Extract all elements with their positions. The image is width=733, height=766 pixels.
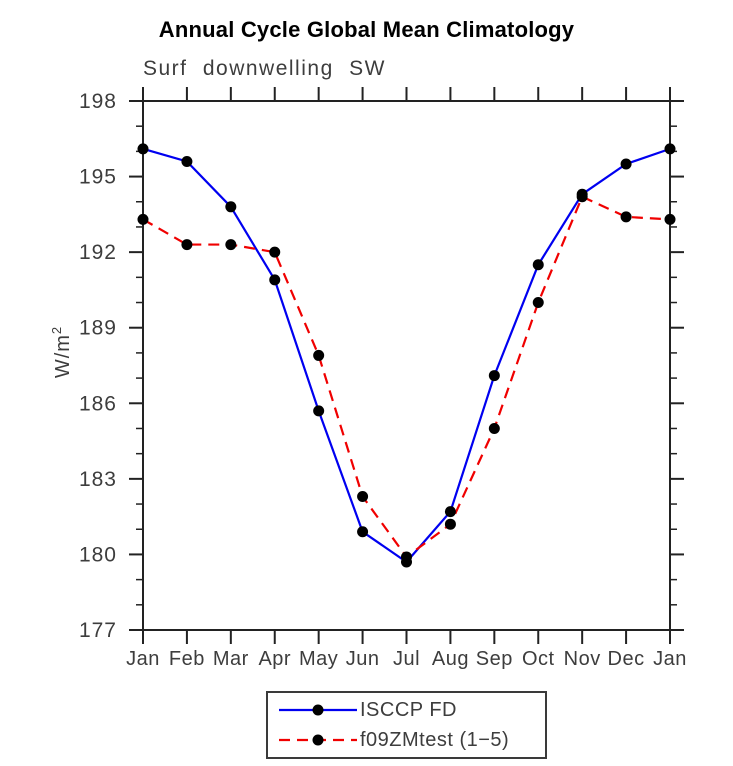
- axis-frame: [142, 100, 671, 631]
- x-tick-label: Apr: [258, 648, 291, 670]
- y-tick-label: 177: [79, 619, 117, 642]
- legend-label-f09zmtest: f09ZMtest (1−5): [360, 728, 510, 751]
- legend-row-isccp: ISCCP FD: [277, 697, 545, 723]
- data-point-isccp-fd: [488, 370, 500, 382]
- x-tick-label: Jan: [126, 648, 160, 670]
- series-line-isccp-fd: [142, 147, 671, 564]
- data-point-isccp-fd: [181, 155, 193, 167]
- y-tick-label: 183: [79, 468, 117, 491]
- x-tick-label: Jun: [346, 648, 380, 670]
- data-point-f09zmtest: [357, 490, 369, 502]
- data-point-f09zmtest: [444, 518, 456, 530]
- x-tick-label: Nov: [564, 648, 601, 670]
- data-point-isccp-fd: [313, 405, 325, 417]
- x-tick-label: Aug: [432, 648, 469, 670]
- chart-title: Annual Cycle Global Mean Climatology: [158, 17, 575, 42]
- data-point-f09zmtest: [137, 213, 149, 225]
- y-tick-label: 192: [79, 241, 117, 264]
- legend-marker-dot: [312, 704, 324, 716]
- data-point-f09zmtest: [664, 213, 676, 225]
- x-tick-label: Jan: [653, 648, 687, 670]
- x-tick-label: Oct: [522, 648, 555, 670]
- y-tick-label: 195: [79, 166, 117, 189]
- data-point-isccp-fd: [532, 259, 544, 271]
- y-tick-label: 186: [79, 392, 117, 415]
- legend-line-dashed-sample: [279, 734, 357, 746]
- data-point-f09zmtest: [269, 246, 281, 258]
- data-point-f09zmtest: [488, 422, 500, 434]
- data-point-f09zmtest: [532, 297, 544, 309]
- data-point-isccp-fd: [225, 201, 237, 213]
- legend: ISCCP FD f09ZMtest (1−5): [266, 691, 547, 759]
- data-point-f09zmtest: [181, 239, 193, 251]
- data-point-isccp-fd: [269, 274, 281, 286]
- data-point-isccp-fd: [444, 506, 456, 518]
- x-tick-label: Mar: [213, 648, 249, 670]
- y-tick-label: 189: [79, 317, 117, 340]
- x-tick-label: Jul: [393, 648, 420, 670]
- x-tick-label: Sep: [476, 648, 513, 670]
- chart-subtitle: Surf downwelling SW: [143, 57, 386, 80]
- y-tick-label: 180: [79, 543, 117, 566]
- legend-label-isccp: ISCCP FD: [360, 698, 457, 721]
- data-point-f09zmtest: [620, 211, 632, 223]
- y-tick-label: 198: [79, 90, 117, 113]
- data-point-f09zmtest: [401, 551, 412, 563]
- data-point-f09zmtest: [225, 239, 237, 251]
- data-point-isccp-fd: [357, 526, 369, 538]
- legend-row-f09zmtest: f09ZMtest (1−5): [277, 727, 545, 753]
- data-point-f09zmtest: [576, 191, 588, 203]
- data-point-isccp-fd: [664, 143, 676, 155]
- legend-line-solid-sample: [279, 704, 357, 716]
- legend-marker-dot: [312, 734, 324, 746]
- series-line-f09zmtest: [142, 195, 671, 559]
- x-tick-label: Dec: [608, 648, 645, 670]
- data-point-f09zmtest: [313, 349, 325, 361]
- data-point-isccp-fd: [137, 143, 149, 155]
- x-tick-label: Feb: [169, 648, 205, 670]
- data-point-isccp-fd: [620, 158, 632, 170]
- x-tick-label: May: [299, 648, 338, 670]
